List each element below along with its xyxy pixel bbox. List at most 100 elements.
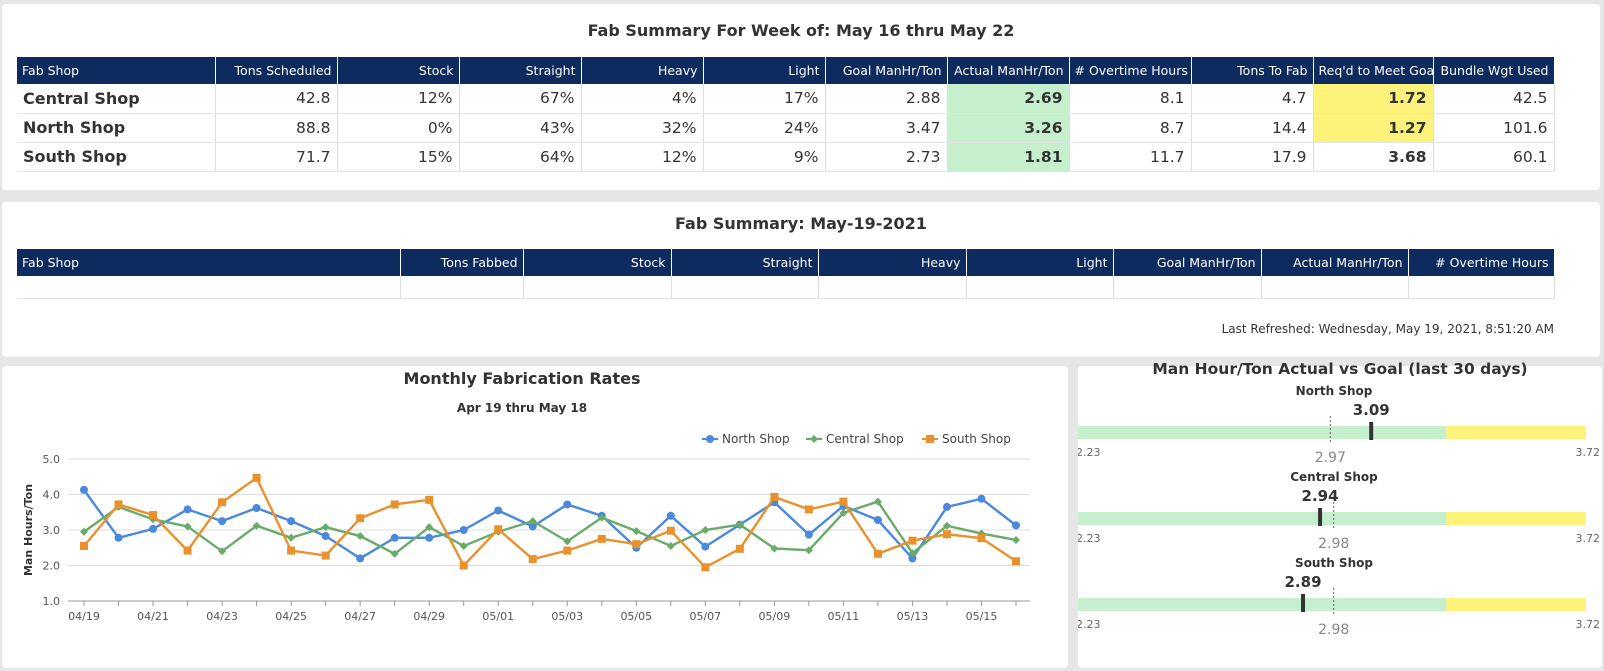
week-summary-title: Fab Summary For Week of: May 16 thru May… [587,21,1015,40]
column-header-overtime-hours[interactable]: # Overtime Hours [1069,57,1192,84]
data-point [287,517,296,526]
gauge-actual-value: 3.09 [1353,401,1390,419]
gauge-good-band [1078,426,1447,439]
column-header-actual-manhr-ton[interactable]: Actual ManHr/Ton [947,57,1070,84]
table-cell: 64% [459,142,582,172]
column-header-goal-manhr-ton[interactable]: Goal ManHr/Ton [1113,249,1262,276]
column-header-heavy[interactable]: Heavy [581,57,704,84]
table-row: Central Shop 42.8 12% 67% 4% 17% 2.88 2.69 8.1 4.… [17,84,1555,114]
table-cell: 4% [581,84,704,114]
chart-subtitle: Apr 19 thru May 18 [457,401,587,415]
data-point [218,517,227,526]
data-point [597,513,606,522]
data-point [873,497,882,506]
table-row: South Shop 71.7 15% 64% 12% 9% 2.73 1.81 11.7 17.… [17,142,1555,172]
table-cell: 17.9 [1191,142,1314,172]
data-point [321,551,330,560]
data-point [666,541,675,550]
data-point [528,517,537,526]
column-header-light[interactable]: Light [966,249,1114,276]
data-point [149,524,158,533]
y-tick-label: 2.0 [43,560,61,573]
x-tick-label: 05/09 [759,610,791,623]
column-header-tons-to-fab[interactable]: Tons To Fab [1191,57,1314,84]
table-cell: 2.69 [947,84,1070,114]
x-tick-label: 05/15 [966,610,998,623]
y-tick-label: 4.0 [43,489,61,502]
data-point [632,527,641,536]
data-point [839,508,848,517]
gauge-panel-title: Man Hour/Ton Actual vs Goal (last 30 day… [1152,360,1528,378]
data-point [563,546,572,555]
data-point [252,521,261,530]
gauge-actual-marker [1369,422,1374,440]
column-header-fab-shop[interactable]: Fab Shop [17,249,401,276]
table-cell: 2.88 [825,84,948,114]
data-point [770,492,779,501]
gauge-max-label: 3.72 [1576,532,1601,545]
data-point [183,505,192,514]
column-header-actual-manhr-ton[interactable]: Actual ManHr/Ton [1261,249,1409,276]
empty-cell [1408,276,1555,299]
table-cell: 15% [337,142,460,172]
data-point [1012,557,1020,566]
x-tick-label: 05/11 [828,610,860,623]
column-header-straight[interactable]: Straight [671,249,819,276]
data-point [287,533,296,542]
gauge-shop-name: South Shop [1295,556,1373,570]
table-cell: 17% [703,84,826,114]
legend-label-central-shop: Central Shop [826,432,904,446]
column-header-goal-manhr-ton[interactable]: Goal ManHr/Ton [825,57,948,84]
data-point [252,473,261,482]
data-point [701,526,710,534]
data-point [666,511,675,520]
data-point [287,546,296,555]
data-point [770,544,779,553]
column-header-light[interactable]: Light [703,57,826,84]
column-header-fab-shop[interactable]: Fab Shop [17,57,216,84]
data-point [563,500,572,509]
series-line-central-shop [83,500,1017,556]
table-cell: 24% [703,113,826,143]
table-cell: 3.47 [825,113,948,143]
x-tick-label: 04/25 [275,610,307,623]
data-point [735,520,744,529]
empty-cell [818,276,967,299]
empty-cell [671,276,819,299]
gauge-actual-marker [1301,594,1306,612]
data-point [80,485,88,494]
chart-title: Monthly Fabrication Rates [404,369,641,388]
x-tick-label: 05/13 [897,610,929,623]
data-point [804,530,813,539]
column-header-heavy[interactable]: Heavy [818,249,967,276]
table-cell: 42.8 [215,84,338,114]
data-point [666,526,675,535]
table-cell: 4.7 [1191,84,1314,114]
data-point [908,554,917,563]
table-cell: 60.1 [1433,142,1555,172]
column-header-straight[interactable]: Straight [459,57,582,84]
empty-cell [1113,276,1262,299]
data-point [390,500,399,509]
legend-label-south-shop: South Shop [942,432,1011,446]
x-tick-label: 05/03 [551,610,583,623]
gauge-max-label: 3.72 [1576,446,1601,459]
column-header-overtime-hours[interactable]: # Overtime Hours [1408,249,1555,276]
week-summary-header-row: Fab Shop Tons Scheduled Stock Straight Heavy… [17,57,1555,84]
empty-cell [17,276,401,299]
column-header-stock[interactable]: Stock [337,57,460,84]
column-header-bundle-wgt-used[interactable]: Bundle Wgt Used [1433,57,1555,84]
column-header-tons-fabbed[interactable]: Tons Fabbed [400,249,524,276]
data-point [80,541,88,550]
gauge-warning-band [1446,512,1586,525]
x-tick-label: 05/05 [620,610,652,623]
column-header-req-d-to-meet-goal[interactable]: Req'd to Meet Goal [1313,57,1434,84]
table-cell: 101.6 [1433,113,1555,143]
column-header-stock[interactable]: Stock [523,249,672,276]
data-point [701,542,710,551]
empty-cell [966,276,1114,299]
legend-marker-south-shop [926,435,934,443]
column-header-tons-scheduled[interactable]: Tons Scheduled [215,57,338,84]
x-tick-label: 04/19 [68,610,100,623]
table-cell: 2.73 [825,142,948,172]
